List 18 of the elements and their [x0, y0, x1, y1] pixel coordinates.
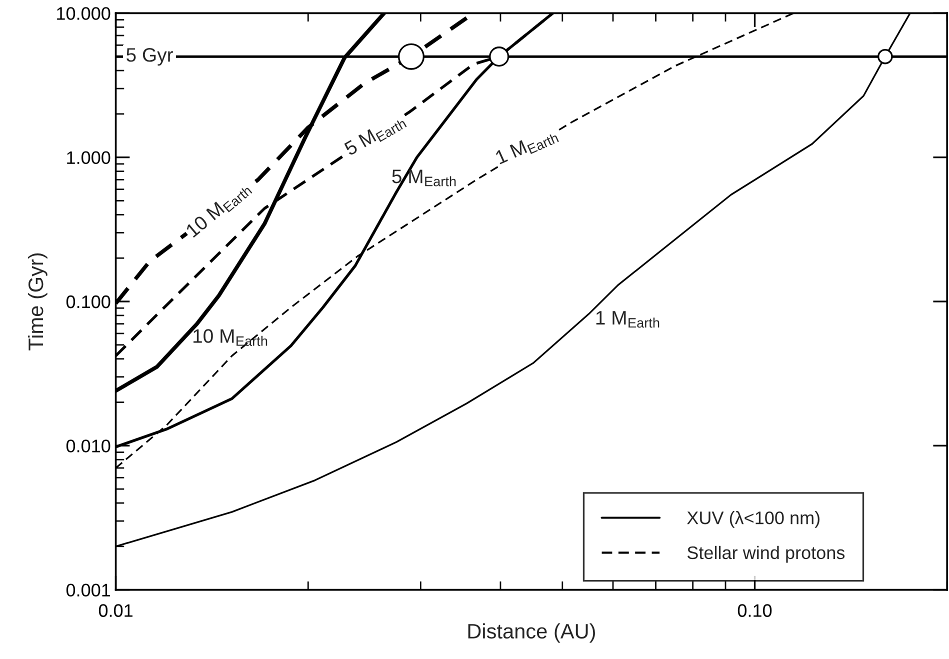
annotation: 1 M$_{Earth}$: [596, 311, 660, 328]
x-axis-title: Distance (AU): [468, 623, 595, 643]
annotation: 10 M$_{Earth}$: [185, 180, 252, 240]
x-tick-label: 0.01: [98, 604, 132, 617]
annotation: 10 M$_{Earth}$: [194, 329, 268, 346]
legend-label: XUV (λ<100 nm): [687, 511, 820, 528]
y-tick-label: 0.100: [66, 295, 110, 308]
y-tick-label: 1.000: [67, 151, 110, 164]
y-tick-label: 0.010: [66, 440, 110, 452]
legend-label: Stellar wind protons: [687, 546, 845, 563]
annotation: 1 M$_{Earth}$: [494, 126, 559, 168]
annotation: 5 M$_{Earth}$: [344, 112, 407, 159]
y-tick-label: 10.000: [57, 7, 110, 20]
y-tick-label: 0.001: [66, 584, 110, 597]
annotation: 5 M$_{Earth}$: [392, 170, 456, 186]
x-tick-label: 0.10: [738, 604, 772, 617]
ref-line-label: 5 Gyr: [126, 48, 173, 66]
y-axis-title: Time (Gyr): [28, 253, 48, 350]
